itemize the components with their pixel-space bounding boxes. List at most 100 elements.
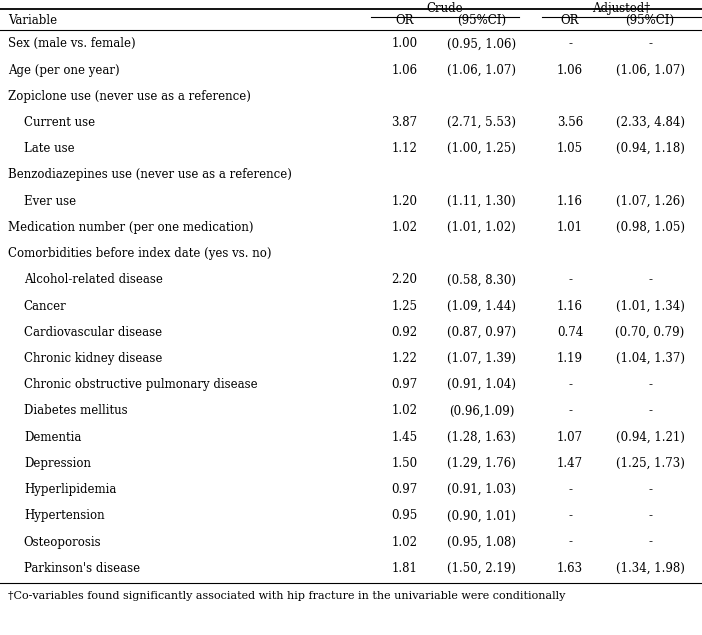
Text: (95%CI): (95%CI) (457, 15, 506, 27)
Text: 0.97: 0.97 (391, 378, 418, 391)
Text: -: - (648, 535, 652, 549)
Text: -: - (568, 37, 572, 50)
Text: 1.12: 1.12 (392, 142, 417, 155)
Text: Age (per one year): Age (per one year) (8, 64, 120, 77)
Text: Diabetes mellitus: Diabetes mellitus (24, 404, 128, 417)
Text: (0.90, 1.01): (0.90, 1.01) (447, 509, 516, 523)
Text: Zopiclone use (never use as a reference): Zopiclone use (never use as a reference) (8, 90, 251, 103)
Text: Alcohol-related disease: Alcohol-related disease (24, 273, 163, 286)
Text: (0.58, 8.30): (0.58, 8.30) (447, 273, 516, 286)
Text: (1.01, 1.34): (1.01, 1.34) (616, 300, 684, 312)
Text: (1.06, 1.07): (1.06, 1.07) (447, 64, 516, 77)
Text: 0.92: 0.92 (391, 326, 418, 339)
Text: -: - (648, 483, 652, 496)
Text: 1.22: 1.22 (392, 352, 417, 365)
Text: Chronic obstructive pulmonary disease: Chronic obstructive pulmonary disease (24, 378, 258, 391)
Text: 1.02: 1.02 (391, 221, 418, 234)
Text: Ever use: Ever use (24, 195, 76, 208)
Text: Cancer: Cancer (24, 300, 67, 312)
Text: Cardiovascular disease: Cardiovascular disease (24, 326, 162, 339)
Text: Depression: Depression (24, 457, 91, 470)
Text: 1.45: 1.45 (391, 431, 418, 444)
Text: (0.95, 1.06): (0.95, 1.06) (447, 37, 516, 50)
Text: Chronic kidney disease: Chronic kidney disease (24, 352, 162, 365)
Text: -: - (648, 37, 652, 50)
Text: (95%CI): (95%CI) (625, 15, 675, 27)
Text: Late use: Late use (24, 142, 74, 155)
Text: (1.29, 1.76): (1.29, 1.76) (447, 457, 516, 470)
Text: (1.00, 1.25): (1.00, 1.25) (447, 142, 516, 155)
Text: (1.04, 1.37): (1.04, 1.37) (616, 352, 684, 365)
Text: 1.16: 1.16 (557, 195, 583, 208)
Text: (0.91, 1.03): (0.91, 1.03) (447, 483, 516, 496)
Text: 2.20: 2.20 (391, 273, 418, 286)
Text: -: - (648, 404, 652, 417)
Text: Adjusted†: Adjusted† (592, 3, 650, 15)
Text: (1.28, 1.63): (1.28, 1.63) (447, 431, 516, 444)
Text: (0.95, 1.08): (0.95, 1.08) (447, 535, 516, 549)
Text: 1.20: 1.20 (391, 195, 418, 208)
Text: (0.98, 1.05): (0.98, 1.05) (616, 221, 684, 234)
Text: 1.25: 1.25 (391, 300, 418, 312)
Text: 1.19: 1.19 (557, 352, 583, 365)
Text: 1.06: 1.06 (557, 64, 583, 77)
Text: 1.07: 1.07 (557, 431, 583, 444)
Text: 1.63: 1.63 (557, 562, 583, 575)
Text: 1.16: 1.16 (557, 300, 583, 312)
Text: -: - (648, 378, 652, 391)
Text: Osteoporosis: Osteoporosis (24, 535, 102, 549)
Text: (0.87, 0.97): (0.87, 0.97) (447, 326, 516, 339)
Text: Crude: Crude (427, 3, 463, 15)
Text: (1.50, 2.19): (1.50, 2.19) (447, 562, 516, 575)
Text: -: - (568, 483, 572, 496)
Text: Parkinson's disease: Parkinson's disease (24, 562, 140, 575)
Text: (0.96,1.09): (0.96,1.09) (449, 404, 515, 417)
Text: 0.95: 0.95 (391, 509, 418, 523)
Text: Current use: Current use (24, 116, 95, 129)
Text: 1.06: 1.06 (391, 64, 418, 77)
Text: 1.01: 1.01 (557, 221, 583, 234)
Text: -: - (568, 509, 572, 523)
Text: (1.07, 1.26): (1.07, 1.26) (616, 195, 684, 208)
Text: OR: OR (561, 15, 579, 27)
Text: -: - (568, 273, 572, 286)
Text: Medication number (per one medication): Medication number (per one medication) (8, 221, 254, 234)
Text: 3.87: 3.87 (391, 116, 418, 129)
Text: -: - (568, 535, 572, 549)
Text: Sex (male vs. female): Sex (male vs. female) (8, 37, 136, 50)
Text: (1.06, 1.07): (1.06, 1.07) (616, 64, 684, 77)
Text: OR: OR (395, 15, 413, 27)
Text: (0.94, 1.18): (0.94, 1.18) (616, 142, 684, 155)
Text: (1.07, 1.39): (1.07, 1.39) (447, 352, 516, 365)
Text: -: - (568, 404, 572, 417)
Text: 1.47: 1.47 (557, 457, 583, 470)
Text: -: - (648, 509, 652, 523)
Text: (0.70, 0.79): (0.70, 0.79) (616, 326, 684, 339)
Text: 1.02: 1.02 (391, 404, 418, 417)
Text: 1.50: 1.50 (391, 457, 418, 470)
Text: 3.56: 3.56 (557, 116, 583, 129)
Text: 1.05: 1.05 (557, 142, 583, 155)
Text: 1.81: 1.81 (392, 562, 417, 575)
Text: 1.00: 1.00 (391, 37, 418, 50)
Text: (1.09, 1.44): (1.09, 1.44) (447, 300, 516, 312)
Text: -: - (568, 378, 572, 391)
Text: (2.71, 5.53): (2.71, 5.53) (447, 116, 516, 129)
Text: Hyperlipidemia: Hyperlipidemia (24, 483, 117, 496)
Text: Dementia: Dementia (24, 431, 81, 444)
Text: (0.94, 1.21): (0.94, 1.21) (616, 431, 684, 444)
Text: Comorbidities before index date (yes vs. no): Comorbidities before index date (yes vs.… (8, 247, 272, 260)
Text: (2.33, 4.84): (2.33, 4.84) (616, 116, 684, 129)
Text: (0.91, 1.04): (0.91, 1.04) (447, 378, 516, 391)
Text: 0.74: 0.74 (557, 326, 583, 339)
Text: 0.97: 0.97 (391, 483, 418, 496)
Text: 1.02: 1.02 (391, 535, 418, 549)
Text: (1.01, 1.02): (1.01, 1.02) (447, 221, 516, 234)
Text: Hypertension: Hypertension (24, 509, 105, 523)
Text: Benzodiazepines use (never use as a reference): Benzodiazepines use (never use as a refe… (8, 168, 292, 182)
Text: (1.34, 1.98): (1.34, 1.98) (616, 562, 684, 575)
Text: (1.25, 1.73): (1.25, 1.73) (616, 457, 684, 470)
Text: †Co-variables found significantly associated with hip fracture in the univariabl: †Co-variables found significantly associ… (8, 591, 566, 601)
Text: Variable: Variable (8, 15, 58, 27)
Text: -: - (648, 273, 652, 286)
